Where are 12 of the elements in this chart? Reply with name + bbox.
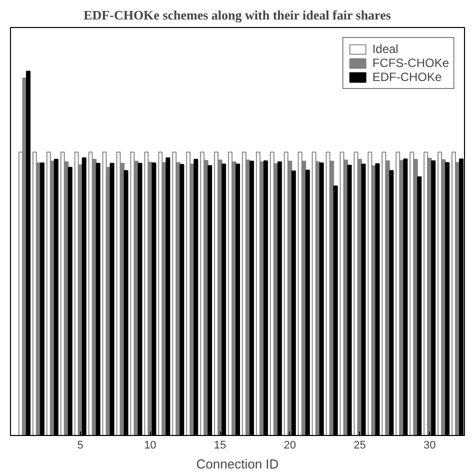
chart-title: EDF-CHOKe schemes along with their ideal fair shares [84,8,391,22]
bar [368,152,372,436]
legend-label: Ideal [372,42,398,56]
x-tick-label: 15 [214,440,226,452]
x-tick-label: 25 [354,440,366,452]
legend-label: EDF-CHOKe [372,70,442,84]
x-axis-title: Connection ID [196,456,279,472]
x-tick-label: 20 [284,440,296,452]
legend-label: FCFS-CHOKe [372,56,449,70]
x-tick-label: 30 [423,440,436,452]
x-tick-label: 10 [144,440,156,452]
x-tick-label: 5 [77,440,84,452]
